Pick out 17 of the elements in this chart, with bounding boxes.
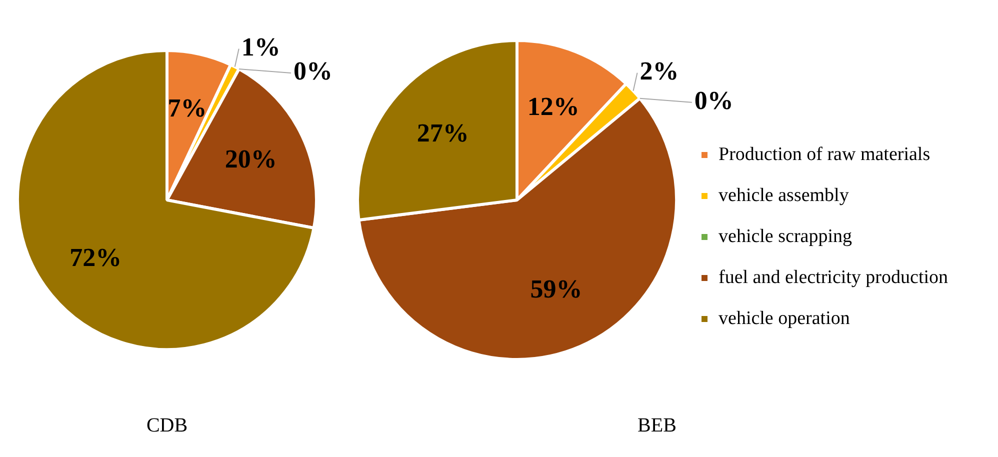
data-label: 59% bbox=[530, 274, 582, 304]
data-label: 7% bbox=[168, 93, 207, 122]
text: 0% bbox=[294, 56, 333, 86]
data-label: 1% bbox=[241, 32, 280, 62]
data-label: 20% bbox=[224, 144, 277, 174]
legend-label: vehicle scrapping bbox=[718, 226, 852, 247]
data-label: 27% bbox=[416, 118, 469, 148]
data-label: 2% bbox=[640, 56, 679, 86]
legend-label: vehicle operation bbox=[718, 308, 850, 329]
text: BEB bbox=[638, 414, 676, 436]
data-label: 12% bbox=[527, 92, 580, 121]
legend-label: vehicle assembly bbox=[718, 184, 850, 206]
text: 0% bbox=[694, 86, 734, 116]
legend-label: fuel and electricity production bbox=[718, 266, 948, 288]
legend-label: Production of raw materials bbox=[718, 144, 930, 165]
text: CDB bbox=[146, 414, 188, 436]
data-label: 72% bbox=[70, 242, 122, 272]
